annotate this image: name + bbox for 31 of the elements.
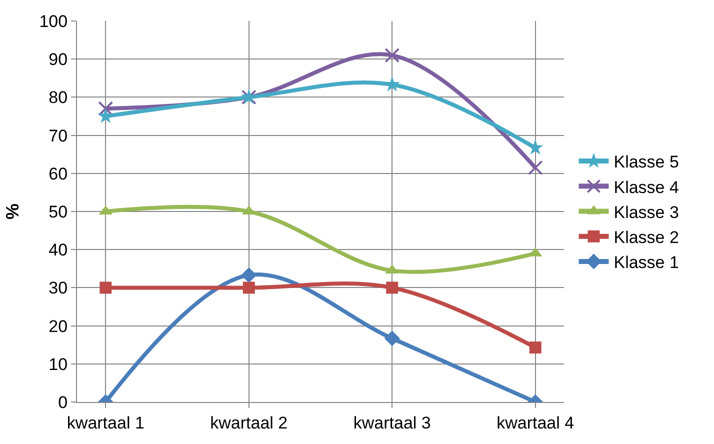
legend-label: Klasse 1 xyxy=(614,253,679,272)
point xyxy=(386,282,398,294)
point xyxy=(98,101,114,116)
point xyxy=(384,48,400,63)
y-tick-label: 60 xyxy=(48,164,68,184)
legend-label: Klasse 2 xyxy=(614,228,679,247)
y-tick-label: 80 xyxy=(48,88,68,108)
point xyxy=(529,342,542,354)
y-tick-label: 20 xyxy=(48,316,68,336)
y-axis-title: % xyxy=(2,203,22,220)
legend-label: Klasse 3 xyxy=(614,202,679,222)
point xyxy=(100,282,112,294)
y-tick-label: 100 xyxy=(39,12,68,31)
y-tick-label: 90 xyxy=(48,50,68,70)
y-tick-label: 0 xyxy=(58,392,68,412)
x-tick-label: kwartaal 2 xyxy=(210,413,288,432)
y-tick-label: 50 xyxy=(48,202,68,222)
legend-label: Klasse 4 xyxy=(614,178,679,197)
point xyxy=(242,282,255,294)
x-tick-label: kwartaal 1 xyxy=(66,413,144,432)
point xyxy=(241,267,257,283)
y-tick-label: 40 xyxy=(48,240,68,260)
point xyxy=(384,330,400,346)
y-tick-label: 30 xyxy=(48,278,68,298)
y-tick-label: 70 xyxy=(48,126,68,146)
point xyxy=(527,139,544,155)
point xyxy=(528,160,543,176)
y-tick-label: 10 xyxy=(48,354,68,374)
legend-label: Klasse 5 xyxy=(614,152,679,172)
x-tick-label: kwartaal 3 xyxy=(353,413,431,432)
x-tick-label: kwartaal 4 xyxy=(496,413,574,432)
